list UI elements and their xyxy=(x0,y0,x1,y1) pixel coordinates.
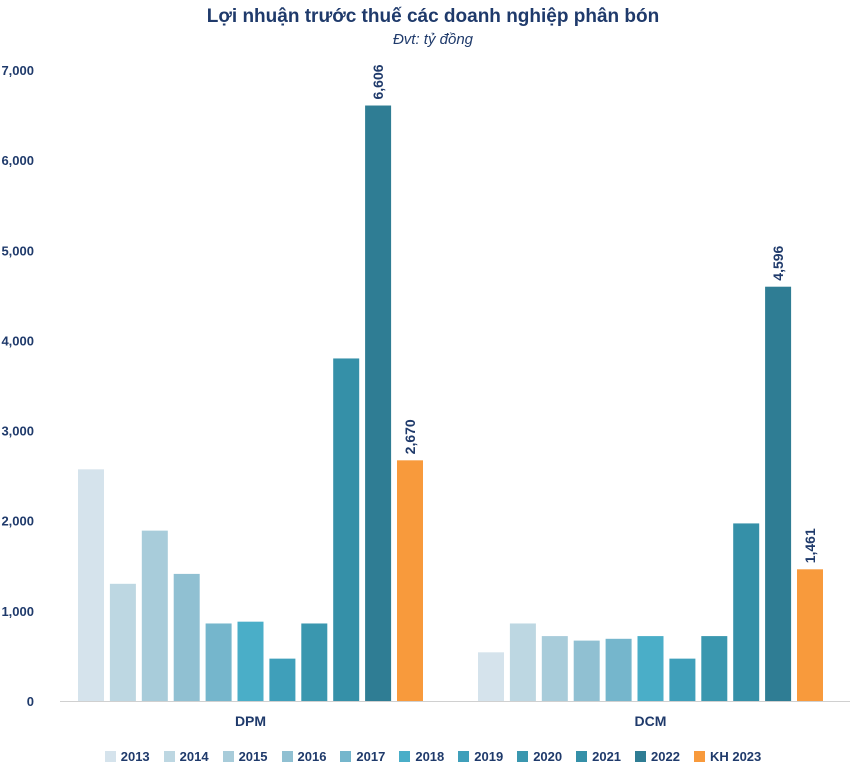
legend-label: 2016 xyxy=(297,749,327,764)
legend-item: 2017 xyxy=(340,749,385,764)
bar-dcm-2015 xyxy=(541,636,568,701)
bar-dpm-2020 xyxy=(301,623,328,701)
bar-dcm-2017 xyxy=(605,638,632,701)
bar-dcm-2021 xyxy=(733,523,760,701)
legend-item: 2013 xyxy=(104,749,150,764)
category-label: DPM xyxy=(235,713,266,729)
legend-swatch xyxy=(340,751,352,762)
legend-swatch xyxy=(458,751,470,762)
y-tick-label: 5,000 xyxy=(1,243,34,258)
bar-dcm-2018 xyxy=(637,636,664,701)
bar-dpm-2017 xyxy=(205,623,232,701)
legend-item: 2022 xyxy=(635,749,680,764)
bar-dpm-2019 xyxy=(269,658,296,701)
y-tick-label: 1,000 xyxy=(1,604,34,619)
bar-dpm-2018 xyxy=(237,621,264,701)
legend-swatch xyxy=(104,751,116,762)
bar-dcm-2013 xyxy=(478,652,504,701)
y-tick-label: 2,000 xyxy=(1,514,34,529)
legend-label: 2014 xyxy=(179,749,209,764)
y-tick-label: 0 xyxy=(27,694,34,709)
legend-item: 2016 xyxy=(281,749,327,764)
legend-label: 2019 xyxy=(474,749,504,764)
bar-dcm-2020 xyxy=(701,636,728,701)
y-tick-label: 3,000 xyxy=(1,424,34,439)
legend-label: 2017 xyxy=(356,749,386,764)
category-label: DCM xyxy=(635,713,667,729)
legend-swatch xyxy=(163,751,175,762)
data-label: 2,670 xyxy=(402,419,418,454)
legend-item: 2021 xyxy=(576,749,621,764)
legend-label: 2015 xyxy=(238,749,268,764)
chart-subtitle: Đvt: tỷ đồng xyxy=(392,31,474,48)
bar-dcm-2014 xyxy=(509,623,536,701)
bar-dpm-2014 xyxy=(109,583,136,701)
bar-dcm-2016 xyxy=(573,640,600,701)
legend-swatch xyxy=(399,751,411,762)
legend-swatch xyxy=(281,751,293,762)
y-tick-label: 6,000 xyxy=(1,153,34,168)
data-label: 1,461 xyxy=(802,528,818,563)
bar-dpm-2016 xyxy=(173,573,200,701)
legend-swatch xyxy=(222,751,234,762)
legend-swatch xyxy=(693,751,705,762)
legend-swatch xyxy=(517,751,529,762)
data-label: 6,606 xyxy=(370,64,386,99)
y-tick-label: 4,000 xyxy=(1,333,34,348)
legend-item: 2014 xyxy=(163,749,209,764)
bar-dcm-2019 xyxy=(669,658,696,701)
legend-item: 2018 xyxy=(399,749,444,764)
bar-dpm-2015 xyxy=(141,530,168,701)
legend-item: 2020 xyxy=(517,749,562,764)
y-tick-label: 7,000 xyxy=(1,63,34,78)
legend-swatch xyxy=(576,751,588,762)
legend-item: 2019 xyxy=(458,749,503,764)
legend-swatch xyxy=(635,751,647,762)
bar-dpm-2013 xyxy=(78,469,104,701)
bar-dpm-kh-2023 xyxy=(397,460,423,701)
legend-label: 2020 xyxy=(533,749,563,764)
legend-label: 2022 xyxy=(651,749,680,764)
bar-dcm-2022 xyxy=(765,286,792,701)
legend-label: KH 2023 xyxy=(709,749,762,764)
data-label: 4,596 xyxy=(770,245,786,280)
chart-legend: 2013 2014 2015 2016 2017 2018 2019 2020 2021 2022… xyxy=(0,749,866,764)
legend-item: KH 2023 xyxy=(693,749,762,764)
legend-label: 2018 xyxy=(415,749,445,764)
bar-dpm-2022 xyxy=(365,105,392,701)
chart-title: Lợi nhuận trước thuế các doanh nghiệp ph… xyxy=(206,6,660,27)
bar-dcm-kh-2023 xyxy=(797,569,823,701)
legend-label: 2013 xyxy=(120,749,150,764)
legend-item: 2015 xyxy=(222,749,268,764)
legend-label: 2021 xyxy=(592,749,622,764)
bar-dpm-2021 xyxy=(333,358,360,701)
